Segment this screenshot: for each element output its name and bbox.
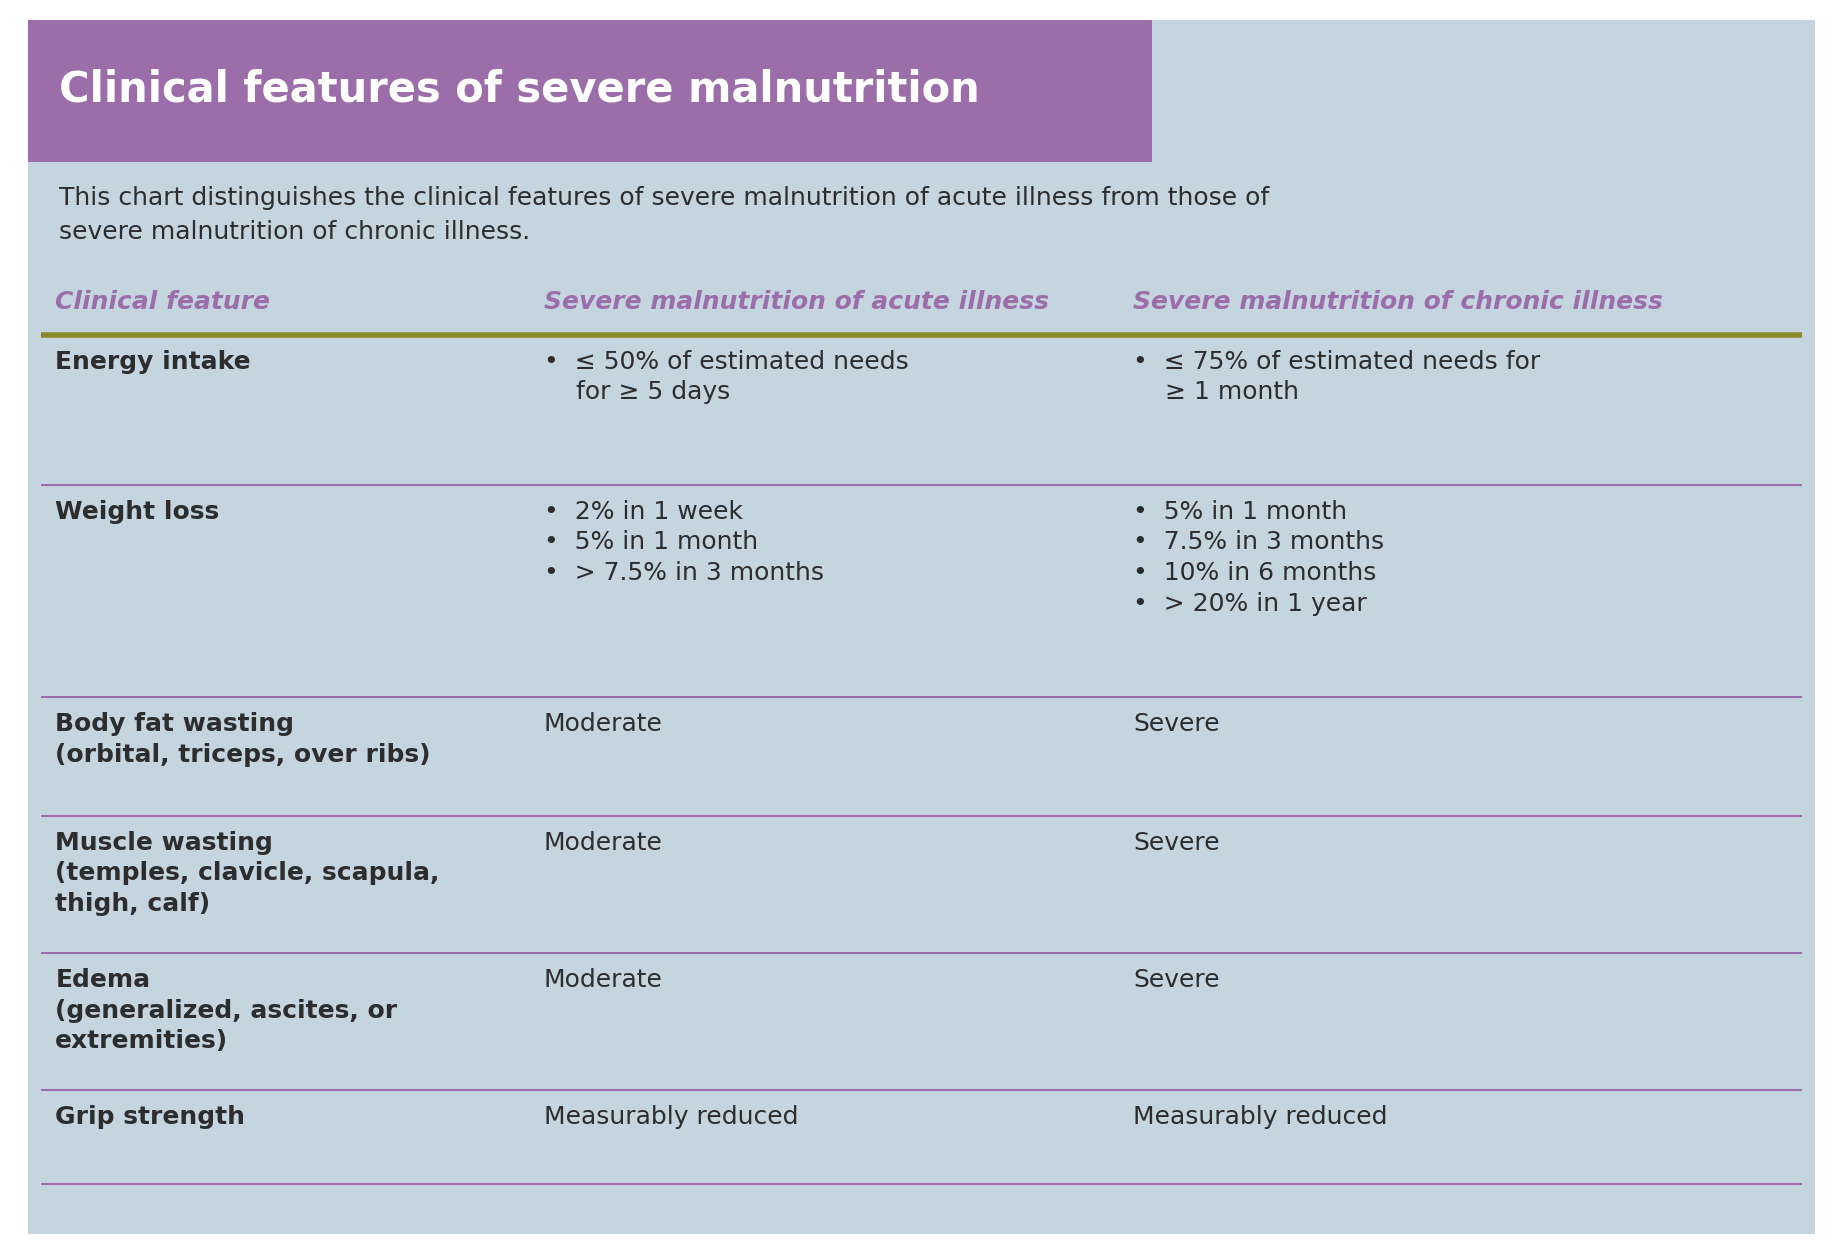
Text: Severe malnutrition of acute illness: Severe malnutrition of acute illness (544, 290, 1049, 315)
Text: Energy intake: Energy intake (55, 350, 251, 373)
Text: This chart distinguishes the clinical features of severe malnutrition of acute i: This chart distinguishes the clinical fe… (59, 186, 1270, 244)
Text: Moderate: Moderate (544, 968, 663, 992)
Text: Severe malnutrition of chronic illness: Severe malnutrition of chronic illness (1133, 290, 1664, 315)
Text: Measurably reduced: Measurably reduced (544, 1105, 798, 1129)
Text: •  ≤ 75% of estimated needs for
    ≥ 1 month: • ≤ 75% of estimated needs for ≥ 1 month (1133, 350, 1541, 405)
Text: Edema
(generalized, ascites, or
extremities): Edema (generalized, ascites, or extremit… (55, 968, 398, 1053)
Text: Body fat wasting
(orbital, triceps, over ribs): Body fat wasting (orbital, triceps, over… (55, 712, 431, 767)
Text: Severe: Severe (1133, 831, 1220, 854)
Text: •  5% in 1 month
•  7.5% in 3 months
•  10% in 6 months
•  > 20% in 1 year: • 5% in 1 month • 7.5% in 3 months • 10%… (1133, 500, 1384, 616)
Text: •  ≤ 50% of estimated needs
    for ≥ 5 days: • ≤ 50% of estimated needs for ≥ 5 days (544, 350, 909, 405)
Text: Grip strength: Grip strength (55, 1105, 245, 1129)
FancyBboxPatch shape (28, 20, 1815, 1234)
Text: Clinical features of severe malnutrition: Clinical features of severe malnutrition (59, 69, 980, 111)
FancyBboxPatch shape (28, 20, 1152, 162)
Text: Severe: Severe (1133, 968, 1220, 992)
Text: Clinical feature: Clinical feature (55, 290, 271, 315)
Text: •  2% in 1 week
•  5% in 1 month
•  > 7.5% in 3 months: • 2% in 1 week • 5% in 1 month • > 7.5% … (544, 500, 824, 585)
Text: Muscle wasting
(temples, clavicle, scapula,
thigh, calf): Muscle wasting (temples, clavicle, scapu… (55, 831, 440, 916)
Text: Weight loss: Weight loss (55, 500, 219, 523)
Text: Measurably reduced: Measurably reduced (1133, 1105, 1388, 1129)
Text: Moderate: Moderate (544, 831, 663, 854)
Text: Moderate: Moderate (544, 712, 663, 736)
Text: Severe: Severe (1133, 712, 1220, 736)
